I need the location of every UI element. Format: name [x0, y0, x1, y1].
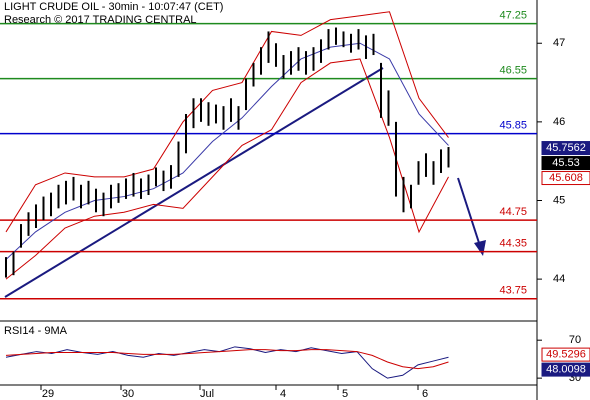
- price-box-label: 45.608: [549, 172, 583, 184]
- chart-title: LIGHT CRUDE OIL - 30min - 10:07:47 (CET): [4, 1, 223, 13]
- y-tick-label: 47: [553, 37, 565, 49]
- rsi-tick-label: 70: [569, 334, 581, 346]
- x-tick-label: 4: [280, 388, 286, 400]
- level-label: 46.55: [499, 65, 527, 77]
- band-line: [5, 42, 449, 260]
- rsi-title: RSI14 - 9MA: [4, 325, 68, 337]
- y-tick-label: 46: [553, 116, 565, 128]
- level-label: 44.35: [499, 238, 527, 250]
- x-tick-label: 5: [342, 388, 348, 400]
- price-box-label: 45.53: [552, 157, 580, 169]
- x-tick-label: Jul: [200, 388, 214, 400]
- rsi-box-label: 49.5296: [546, 349, 586, 361]
- price-box: [541, 141, 590, 156]
- trend-line: [4, 67, 384, 298]
- x-tick-label: 29: [42, 388, 54, 400]
- band-line: [5, 11, 449, 233]
- rsi-box-label: 48.0098: [546, 364, 586, 376]
- price-box: [541, 171, 590, 186]
- level-label: 45.85: [499, 120, 527, 132]
- x-tick-label: 6: [422, 388, 428, 400]
- level-label: 47.25: [499, 9, 527, 21]
- chart-subtitle: Research © 2017 TRADING CENTRAL: [4, 14, 197, 26]
- x-tick-label: 30: [122, 388, 134, 400]
- rsi-line: [5, 349, 449, 370]
- price-box: [541, 156, 590, 171]
- y-tick-label: 45: [553, 194, 565, 206]
- band-line: [5, 58, 449, 280]
- y-tick-label: 44: [553, 273, 565, 285]
- level-label: 44.75: [499, 206, 527, 218]
- forecast-arrow: [457, 177, 481, 247]
- rsi-box: [541, 362, 590, 377]
- price-box-label: 45.7562: [546, 142, 586, 154]
- rsi-box: [541, 347, 590, 362]
- level-label: 43.75: [499, 285, 527, 297]
